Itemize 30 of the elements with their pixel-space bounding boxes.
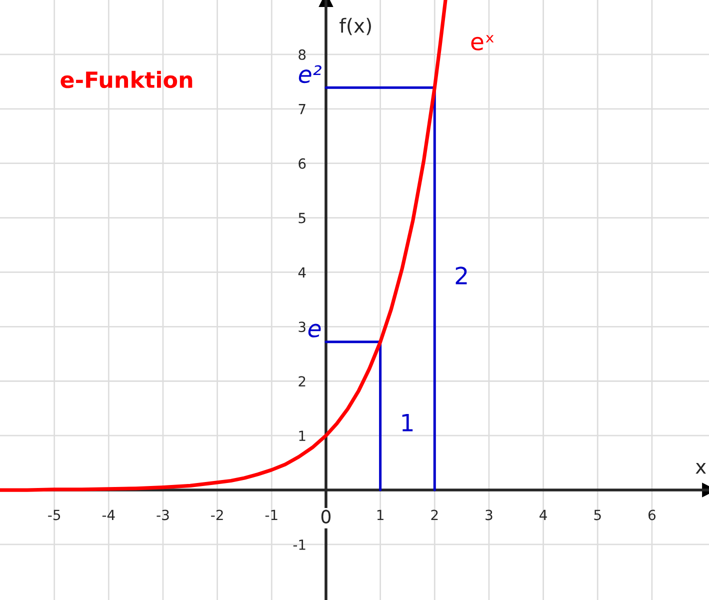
y-tick-label: 1 <box>299 430 306 441</box>
x-tick-label: -4 <box>102 510 115 520</box>
x-tick-label: 4 <box>540 510 547 520</box>
y-tick-label: 8 <box>298 49 306 60</box>
x-tick-label: -2 <box>211 510 223 520</box>
x-tick-label: -1 <box>265 510 278 520</box>
x-tick-label: 6 <box>648 510 656 520</box>
x-tick-label: 2 <box>431 510 438 520</box>
annotation: 1 <box>402 414 413 432</box>
y-tick-label: -1 <box>293 540 306 550</box>
text: e-Funktion <box>60 70 192 88</box>
annotation: e² <box>298 65 322 84</box>
x-tick-label: 0 <box>321 510 331 524</box>
y-tick-label: 5 <box>298 212 306 224</box>
y-tick-label: 6 <box>298 158 306 169</box>
x-axis-title: x <box>696 463 706 474</box>
x-tick-label: 3 <box>486 510 492 520</box>
x-tick-label: -3 <box>156 510 169 520</box>
x-tick-label: 5 <box>594 510 601 520</box>
annotation: e <box>308 324 321 338</box>
y-tick-label: 3 <box>298 322 306 332</box>
annotation: 2 <box>456 266 467 284</box>
y-tick-label: 4 <box>298 267 306 278</box>
line-series <box>0 0 448 492</box>
y-tick-label: 7 <box>298 104 306 114</box>
x-tick-label: -5 <box>48 510 60 520</box>
x-tick-label: 1 <box>377 510 384 520</box>
y-axis-title: f(x) <box>340 18 371 36</box>
y-tick-label: 2 <box>298 376 306 386</box>
series-label: eˣ <box>471 35 494 50</box>
